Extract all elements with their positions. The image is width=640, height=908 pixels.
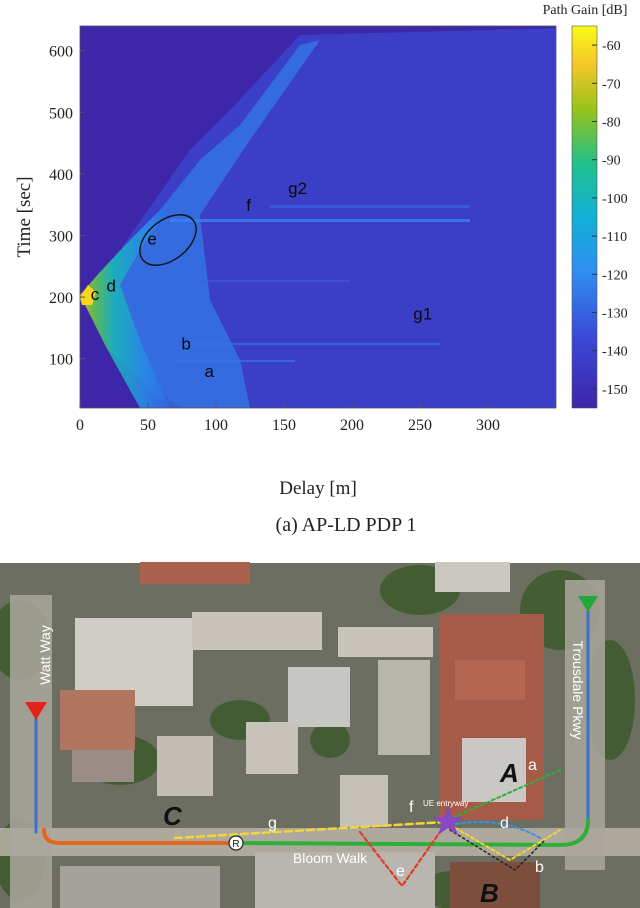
- heatmap-content: [80, 28, 556, 408]
- colorbar-ticks: -60 -70 -80 -90 -100 -110 -120 -130 -140 -150: [592, 39, 628, 398]
- y-tick-label: 300: [49, 228, 73, 245]
- colorbar: [571, 25, 598, 409]
- route-label-c: C: [163, 801, 183, 831]
- route-blue-d: [449, 820, 541, 839]
- end-marker-red: [25, 702, 47, 720]
- y-axis-ticks: 100 200 300 400 500 600: [49, 44, 85, 369]
- annotation-f: f: [246, 196, 251, 215]
- colorbar-title: Path Gain [dB]: [543, 3, 628, 18]
- x-tick-label: 250: [408, 417, 432, 434]
- colorbar-tick-label: -100: [602, 192, 628, 207]
- map-buildings: [60, 562, 544, 908]
- route-black-b: [449, 829, 546, 871]
- annotation-b: b: [181, 334, 190, 353]
- colorbar-tick-label: -140: [602, 345, 628, 360]
- annotation-e: e: [147, 230, 156, 249]
- route-yellow: [173, 820, 447, 840]
- path-label-b: b: [535, 859, 544, 876]
- figure-caption: (a) AP-LD PDP 1: [276, 514, 417, 536]
- path-label-f: f: [409, 799, 414, 816]
- route-red-e: [358, 830, 442, 888]
- path-label-g: g: [268, 815, 277, 832]
- y-tick-label: 400: [49, 167, 73, 184]
- street-label-trousdale: Trousdale Pkwy: [570, 640, 586, 739]
- x-tick-label: 0: [76, 417, 84, 434]
- y-tick-label: 200: [49, 290, 73, 307]
- colorbar-tick-label: -120: [602, 268, 628, 283]
- annotation-a: a: [204, 362, 214, 381]
- y-axis-label: Time [sec]: [14, 176, 35, 257]
- street-label-watt-way: Watt Way: [37, 625, 53, 685]
- colorbar-tick-label: -130: [602, 307, 628, 322]
- x-tick-label: 100: [204, 417, 228, 434]
- y-tick-label: 500: [49, 105, 73, 122]
- roundabout-label: R: [232, 839, 239, 850]
- ue-label: UE entryway: [423, 799, 468, 808]
- colorbar-tick-label: -70: [602, 77, 621, 92]
- colorbar-tick-label: -90: [602, 154, 621, 169]
- path-label-a: a: [528, 757, 537, 774]
- campus-map: R Watt Way Trousdale Pkwy Bloom Walk A B…: [0, 562, 640, 908]
- x-axis-label: Delay [m]: [279, 478, 357, 499]
- route-label-a: A: [499, 758, 519, 788]
- map-routes: [34, 610, 590, 888]
- streak-3: [200, 280, 350, 282]
- streak-upper: [270, 205, 470, 208]
- colorbar-tick-label: -150: [602, 383, 628, 398]
- x-tick-label: 50: [140, 417, 156, 434]
- plot-frame: [79, 25, 557, 409]
- x-tick-label: 150: [272, 417, 296, 434]
- streak-1: [180, 343, 440, 345]
- x-tick-label: 200: [340, 417, 364, 434]
- streak-2: [175, 360, 295, 362]
- colorbar-tick-label: -110: [602, 230, 627, 245]
- x-tick-label: 300: [476, 417, 500, 434]
- route-yellow-b: [444, 821, 561, 861]
- heatmap-wedge-mid: [80, 40, 320, 408]
- annotation-g1: g1: [413, 304, 432, 323]
- annotation-g2: g2: [288, 179, 307, 198]
- ue-star-marker: [433, 806, 463, 835]
- streak-f: [170, 219, 470, 222]
- annotation-d: d: [107, 277, 116, 296]
- colorbar-tick-label: -80: [602, 116, 621, 131]
- route-label-b: B: [480, 878, 499, 908]
- colorbar-tick-label: -60: [602, 39, 621, 54]
- path-label-d: d: [500, 815, 509, 832]
- annotation-c: c: [91, 285, 100, 304]
- x-axis-ticks: 0 50 100 150 200 250 300: [76, 403, 500, 434]
- start-marker-green: [578, 596, 598, 612]
- heatmap-plot: 0 50 100 150 200 250 300 100 200 300 400 500 600 ab…: [14, 3, 628, 536]
- heatmap-wedge-inner: [80, 200, 175, 408]
- path-label-e: e: [396, 863, 405, 880]
- annotation-ellipse-e: [139, 214, 197, 266]
- y-tick-label: 100: [49, 352, 73, 369]
- route-green: [234, 818, 590, 847]
- route-orange: [42, 828, 238, 845]
- annotation-labels: ab c d e f g1 g2: [91, 179, 432, 381]
- roundabout-marker: [228, 835, 244, 851]
- route-green-a: [447, 769, 561, 821]
- y-tick-label: 600: [49, 44, 73, 61]
- heatmap-core: [80, 285, 96, 305]
- street-label-bloom-walk: Bloom Walk: [293, 850, 368, 866]
